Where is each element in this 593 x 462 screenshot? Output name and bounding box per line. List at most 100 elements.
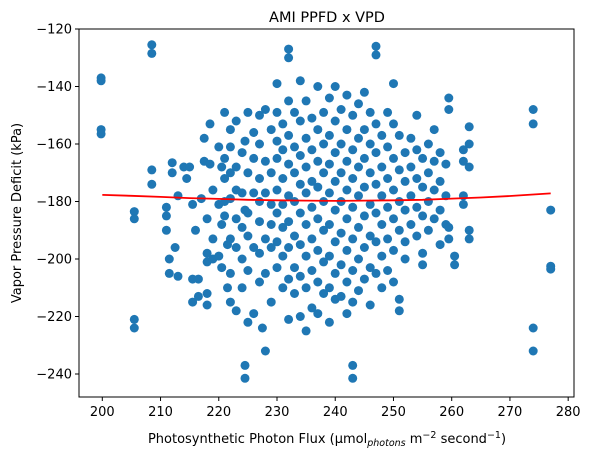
scatter-point (202, 214, 212, 224)
scatter-point (188, 199, 198, 209)
scatter-point (205, 119, 215, 129)
scatter-point (400, 205, 410, 215)
y-tick-label: −220 (36, 310, 72, 325)
scatter-point (319, 225, 329, 235)
scatter-point (284, 191, 294, 201)
scatter-point (217, 220, 227, 229)
scatter-point (377, 130, 387, 140)
scatter-point (220, 107, 230, 117)
scatter-point (313, 277, 323, 287)
scatter-point (365, 231, 375, 241)
x-axis-label-main: Photosynthetic Photon Flux (µmol (148, 432, 367, 447)
scatter-point (365, 199, 375, 209)
scatter-point (284, 217, 294, 227)
scatter-point (354, 222, 363, 232)
scatter-point (266, 199, 276, 209)
scatter-point (295, 179, 305, 189)
scatter-point (199, 133, 209, 143)
scatter-point (377, 251, 387, 261)
scatter-point (377, 283, 387, 293)
scatter-point (173, 191, 183, 201)
scatter-point (342, 214, 352, 224)
scatter-point (412, 110, 422, 120)
scatter-point (324, 130, 334, 140)
scatter-point (400, 237, 410, 247)
scatter-point (429, 125, 439, 135)
scatter-point (319, 139, 329, 149)
scatter-point (278, 199, 288, 209)
scatter-point (202, 248, 212, 258)
scatter-point (389, 153, 398, 163)
scatter-point (161, 225, 171, 235)
scatter-point (394, 306, 404, 316)
scatter-point (336, 228, 346, 238)
scatter-point (237, 188, 247, 198)
scatter-point (313, 245, 323, 255)
scatter-point (129, 214, 139, 224)
scatter-point (193, 291, 203, 301)
scatter-point (202, 300, 212, 310)
scatter-point (389, 185, 398, 195)
scatter-point (336, 168, 346, 178)
scatter-point (377, 220, 387, 229)
scatter-point (371, 119, 381, 129)
scatter-point (528, 119, 538, 129)
scatter-point (217, 263, 227, 273)
scatter-point (389, 214, 398, 224)
scatter-point (257, 323, 267, 333)
scatter-point (284, 159, 294, 169)
scatter-point (444, 105, 454, 114)
scatter-point (406, 191, 416, 201)
scatter-point (170, 243, 180, 252)
scatter-point (359, 87, 369, 97)
scatter-point (307, 202, 317, 212)
scatter-point (272, 153, 282, 163)
scatter-point (319, 107, 329, 117)
scatter-point (278, 145, 288, 155)
scatter-point (528, 105, 538, 114)
scatter-point (319, 257, 329, 267)
scatter-point (284, 96, 294, 106)
scatter-point (371, 179, 381, 189)
scatter-point (243, 168, 253, 178)
scatter-point (266, 297, 276, 307)
scatter-point (359, 211, 369, 221)
scatter-point (272, 263, 282, 273)
scatter-point (129, 323, 139, 333)
scatter-point (278, 174, 288, 183)
scatter-point (167, 168, 177, 178)
scatter-point (342, 90, 352, 100)
scatter-point (324, 93, 334, 103)
scatter-point (231, 162, 241, 172)
scatter-point (237, 254, 247, 264)
scatter-point (444, 93, 454, 103)
y-axis-label: Vapor Pressure Deficit (kPa) (10, 123, 25, 303)
scatter-point (423, 168, 433, 178)
scatter-point (336, 260, 346, 270)
scatter-point (394, 130, 404, 140)
scatter-point (423, 139, 433, 149)
scatter-point (193, 274, 203, 284)
scatter-point (290, 231, 299, 241)
scatter-point (342, 156, 352, 166)
scatter-point (330, 268, 340, 278)
scatter-point (167, 158, 177, 168)
scatter-point (371, 148, 381, 158)
scatter-point (161, 211, 171, 221)
scatter-point (284, 130, 294, 140)
scatter-point (336, 291, 346, 301)
scatter-point (307, 145, 317, 155)
scatter-point (458, 156, 468, 166)
scatter-point (220, 153, 230, 163)
scatter-point (313, 182, 323, 192)
scatter-point (383, 202, 393, 212)
scatter-point (400, 254, 410, 264)
scatter-point (284, 274, 294, 284)
scatter-point (290, 142, 299, 152)
y-tick-label: −120 (36, 23, 72, 38)
scatter-point (290, 107, 299, 117)
scatter-point (185, 162, 195, 172)
scatter-point (301, 162, 311, 172)
scatter-point (406, 162, 416, 172)
scatter-point (164, 254, 174, 264)
